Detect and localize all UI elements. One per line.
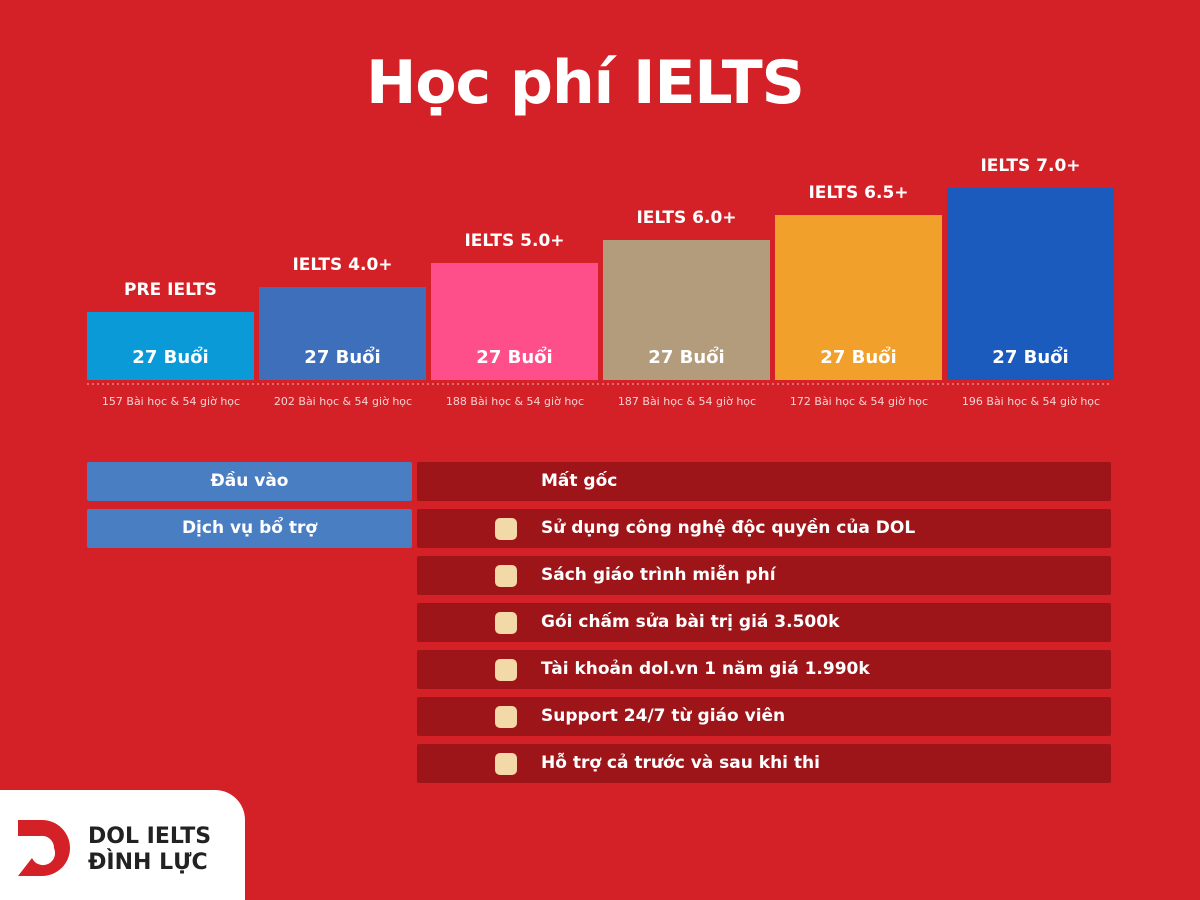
lessons: 196 Bài học & 54 giờ học	[961, 395, 1101, 408]
logo-line: DOL IELTS	[88, 824, 212, 849]
row-label: Đầu vào	[87, 462, 412, 501]
service-icon	[495, 706, 517, 728]
service-row: Sử dụng công nghệ độc quyền của DOL	[417, 509, 1111, 548]
row-value: Mất gốc	[417, 462, 1111, 501]
service-text: Sách giáo trình miễn phí	[541, 565, 776, 585]
service-row: Hỗ trợ cả trước và sau khi thi	[417, 744, 1111, 783]
service-text: Hỗ trợ cả trước và sau khi thi	[541, 753, 820, 773]
level-label: PRE IELTS	[124, 280, 217, 300]
sessions: 27 Buổi	[132, 347, 209, 368]
level-label: IELTS 7.0+	[980, 156, 1081, 176]
level-bar: 27 Buổi	[431, 263, 598, 380]
level-bar: 27 Buổi	[87, 312, 254, 380]
level-label: IELTS 6.5+	[808, 183, 909, 203]
service-icon	[495, 753, 517, 775]
service-row: Tài khoản dol.vn 1 năm giá 1.990k	[417, 650, 1111, 689]
sessions: 27 Buổi	[992, 347, 1069, 368]
level-bar: 27 Buổi	[947, 188, 1114, 380]
service-text: Support 24/7 từ giáo viên	[541, 706, 786, 726]
title: Học phí IELTS	[366, 48, 805, 118]
service-row: Sách giáo trình miễn phí	[417, 556, 1111, 595]
sessions: 27 Buổi	[476, 347, 553, 368]
logo-box: DOL IELTS ĐÌNH LỰC	[0, 790, 245, 900]
service-text: Tài khoản dol.vn 1 năm giá 1.990k	[541, 659, 870, 679]
lessons: 187 Bài học & 54 giờ học	[617, 395, 757, 408]
service-row: Support 24/7 từ giáo viên	[417, 697, 1111, 736]
level-label: IELTS 4.0+	[292, 255, 393, 275]
sessions: 27 Buổi	[304, 347, 381, 368]
level-bar: 27 Buổi	[603, 240, 770, 380]
logo-mark	[18, 820, 70, 876]
sessions: 27 Buổi	[820, 347, 897, 368]
sessions: 27 Buổi	[648, 347, 725, 368]
level-label: IELTS 6.0+	[636, 208, 737, 228]
level-bar: 27 Buổi	[775, 215, 942, 380]
service-icon	[495, 659, 517, 681]
lessons: 188 Bài học & 54 giờ học	[445, 395, 585, 408]
service-row: Gói chấm sửa bài trị giá 3.500k	[417, 603, 1111, 642]
lessons: 172 Bài học & 54 giờ học	[789, 395, 929, 408]
service-text: Gói chấm sửa bài trị giá 3.500k	[541, 612, 840, 632]
logo-line: ĐÌNH LỰC	[88, 850, 208, 875]
service-icon	[495, 612, 517, 634]
lessons: 202 Bài học & 54 giờ học	[273, 395, 413, 408]
service-icon	[495, 518, 517, 540]
level-label: IELTS 5.0+	[464, 231, 565, 251]
lessons: 157 Bài học & 54 giờ học	[101, 395, 241, 408]
service-icon	[495, 565, 517, 587]
service-text: Sử dụng công nghệ độc quyền của DOL	[541, 518, 916, 538]
ruler	[87, 383, 1111, 385]
logo-text: DOL IELTS ĐÌNH LỰC	[88, 824, 211, 876]
level-bar: 27 Buổi	[259, 287, 426, 380]
row-label: Dịch vụ bổ trợ	[87, 509, 412, 548]
